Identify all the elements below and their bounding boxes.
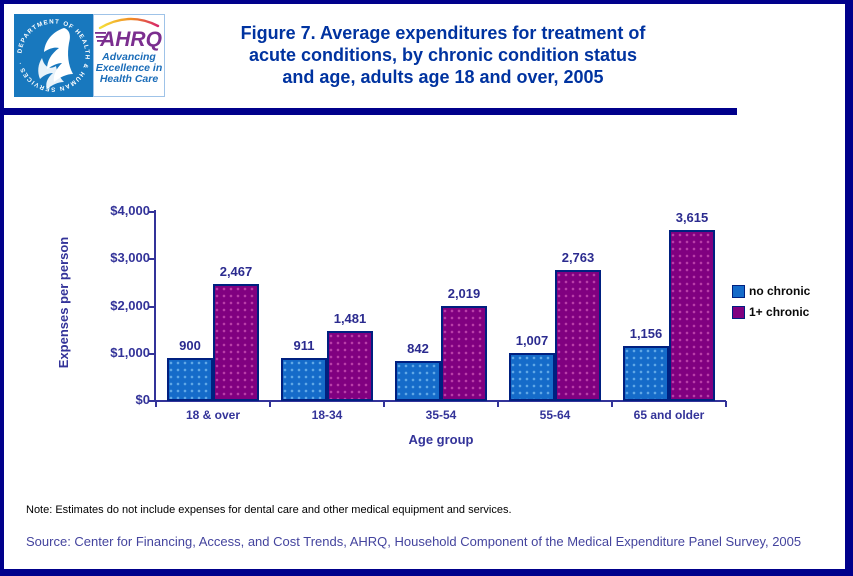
hhs-seal: DEPARTMENT OF HEALTH & HUMAN SERVICES · … bbox=[14, 14, 93, 97]
y-tick-mark bbox=[149, 352, 155, 355]
tagline-line: Health Care bbox=[99, 73, 159, 85]
x-tick-mark bbox=[725, 401, 727, 407]
figure-title-line-3: and age, adults age 18 and over, 2005 bbox=[282, 67, 604, 87]
x-category-label: 35-54 bbox=[425, 408, 457, 422]
x-category-label: 18-34 bbox=[311, 408, 343, 422]
y-tick-label: $1,000 bbox=[110, 344, 150, 360]
tagline-line: Advancing bbox=[102, 51, 156, 63]
y-tick-label: $4,000 bbox=[110, 203, 150, 218]
y-tick-mark bbox=[149, 305, 155, 308]
source-text: Source: Center for Financing, Access, an… bbox=[26, 534, 802, 549]
bar-no-chronic-5 bbox=[623, 346, 669, 401]
bar-no-chronic-1 bbox=[167, 358, 213, 401]
bar-no-chronic-2 bbox=[281, 358, 327, 401]
y-tick-label: $2,000 bbox=[110, 297, 150, 313]
bar-no-chronic-4 bbox=[509, 353, 555, 401]
figure-title-line-2: acute conditions, by chronic condition s… bbox=[248, 45, 638, 65]
y-axis-title: Expenses per person bbox=[56, 236, 71, 369]
x-tick-mark bbox=[611, 401, 613, 407]
svg-text:AHRQ: AHRQ bbox=[99, 28, 162, 51]
ahrq-hhs-logo: DEPARTMENT OF HEALTH & HUMAN SERVICES · … bbox=[14, 14, 165, 97]
legend-item-1plus-chronic: 1+ chronic bbox=[732, 305, 810, 319]
x-tick-mark bbox=[497, 401, 499, 407]
y-tick-mark bbox=[149, 400, 155, 402]
y-tick-mark bbox=[149, 211, 155, 213]
bar-value-label: 2,019 bbox=[447, 286, 481, 301]
x-axis-title: Age group bbox=[408, 432, 474, 447]
bar-value-label: 3,615 bbox=[675, 210, 709, 225]
y-tick-label: $3,000 bbox=[110, 250, 150, 266]
header-divider-rule bbox=[4, 108, 737, 115]
y-tick-mark bbox=[149, 258, 155, 261]
bar-value-label: 2,467 bbox=[219, 264, 253, 279]
bar-value-label: 1,481 bbox=[333, 311, 367, 326]
bar-1-chronic-5 bbox=[669, 230, 715, 401]
bar-value-label: 842 bbox=[407, 341, 429, 356]
legend-swatch-1plus-chronic bbox=[732, 305, 745, 319]
x-tick-mark bbox=[269, 401, 271, 407]
x-category-label: 18 & over bbox=[185, 408, 241, 422]
x-tick-mark bbox=[155, 401, 157, 407]
bar-value-label: 2,763 bbox=[561, 250, 595, 265]
x-category-label: 55-64 bbox=[539, 408, 571, 422]
legend-item-no-chronic: no chronic bbox=[732, 284, 810, 298]
y-axis-line bbox=[154, 210, 156, 402]
bar-value-label: 1,007 bbox=[515, 333, 549, 348]
legend-label: no chronic bbox=[749, 284, 811, 298]
bar-value-label: 911 bbox=[293, 338, 315, 353]
x-axis-line bbox=[154, 400, 726, 402]
x-category-label: 65 and older bbox=[633, 408, 705, 422]
figure-title: Figure 7. Average expenditures for treat… bbox=[168, 22, 718, 88]
ahrq-wordmark-icon: AHRQ bbox=[95, 17, 162, 51]
hhs-eagle-icon: DEPARTMENT OF HEALTH & HUMAN SERVICES · … bbox=[14, 14, 89, 93]
bar-value-label: 1,156 bbox=[629, 326, 663, 341]
x-tick-mark bbox=[383, 401, 385, 407]
bar-1-chronic-1 bbox=[213, 284, 259, 401]
legend-label: 1+ chronic bbox=[749, 305, 810, 319]
bar-1-chronic-3 bbox=[441, 306, 487, 401]
bar-value-label: 900 bbox=[179, 338, 201, 353]
note-text: Note: Estimates do not include expenses … bbox=[26, 504, 512, 516]
legend-swatch-no-chronic bbox=[732, 284, 745, 298]
bar-1-chronic-4 bbox=[555, 270, 601, 401]
ahrq-logo: AHRQ Advancing Excellence in Health Care bbox=[93, 14, 165, 97]
y-tick-label: $0 bbox=[135, 392, 150, 407]
figure-title-line-1: Figure 7. Average expenditures for treat… bbox=[240, 23, 646, 43]
tagline-line: Excellence in bbox=[95, 62, 163, 74]
legend: no chronic 1+ chronic bbox=[732, 284, 810, 326]
bar-no-chronic-3 bbox=[395, 361, 441, 401]
bar-1-chronic-2 bbox=[327, 331, 373, 401]
